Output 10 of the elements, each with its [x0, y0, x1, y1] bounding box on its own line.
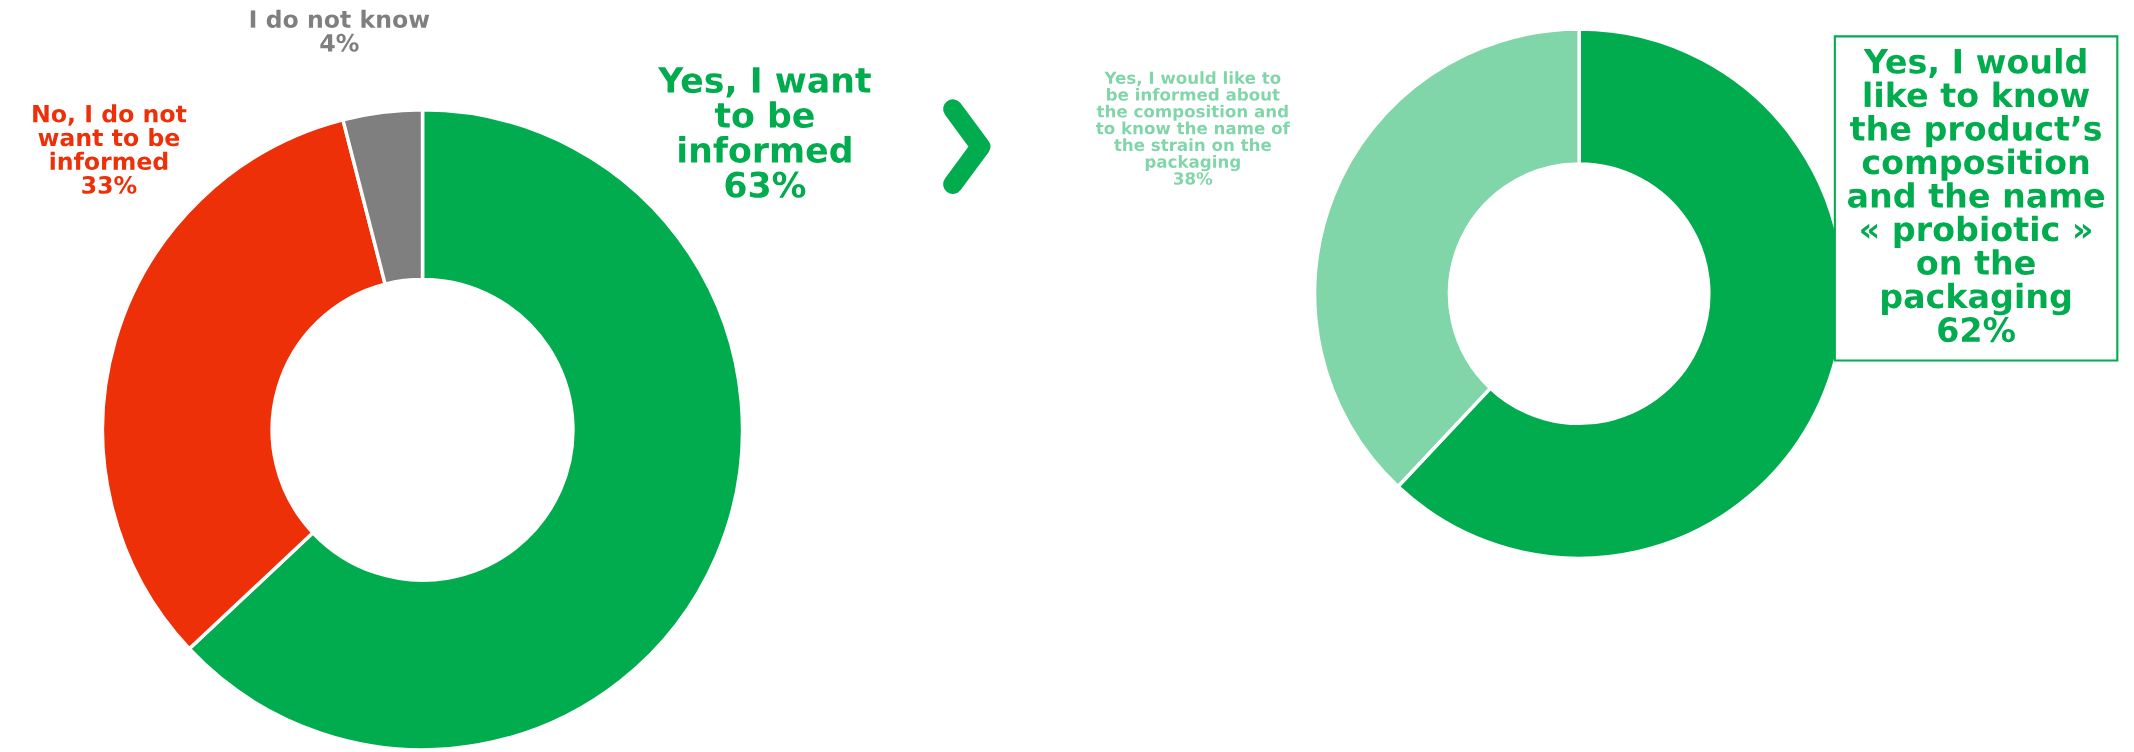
- data-label: 38%: [1173, 172, 1213, 185]
- data-label: 4%: [320, 33, 359, 52]
- slice-label: No, I do not want to be informed: [33, 104, 187, 171]
- data-label: 62%: [1938, 317, 2015, 343]
- slice-label: Yes, I want to be informed: [657, 67, 871, 163]
- data-label: 63%: [725, 171, 806, 198]
- slice-label: Yes, I would like to be informed about the composition and to know the name of the strain on the packaging: [1096, 71, 1290, 172]
- slice-label: Yes, I would like to know the product’s composition and the name « probiotic » on the packaging: [1847, 48, 2105, 316]
- data-label: 33%: [82, 176, 137, 194]
- slice-label: I do not know: [250, 9, 430, 28]
